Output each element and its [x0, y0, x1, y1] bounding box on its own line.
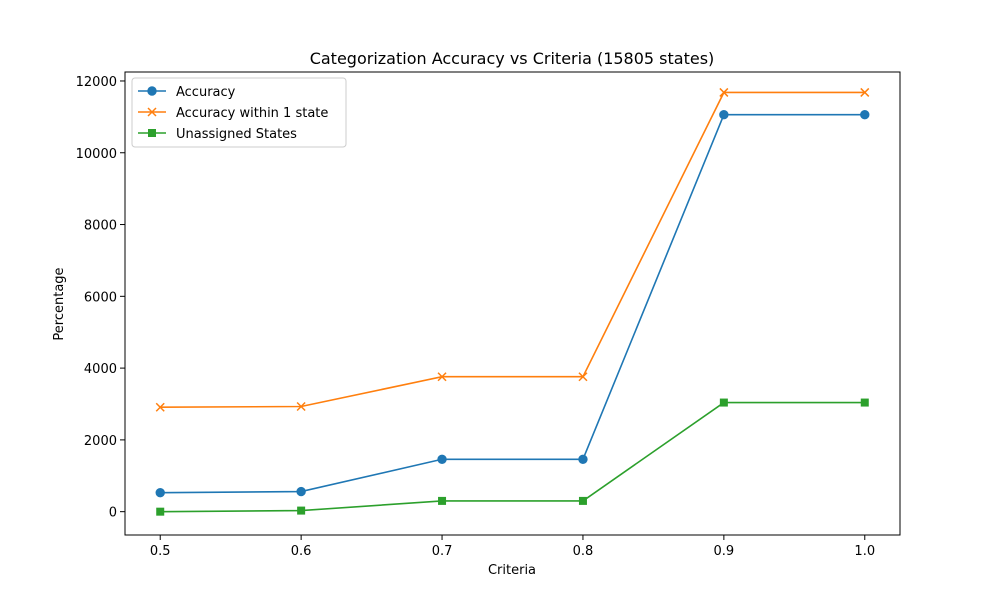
series-line-accuracy — [160, 113, 865, 494]
x-tick-label: 0.6 — [291, 544, 312, 559]
data-point-accuracy-within-1-state — [155, 402, 165, 412]
legend-marker — [147, 86, 157, 96]
x-tick-label: 0.7 — [432, 544, 453, 559]
legend-label: Unassigned States — [176, 127, 297, 142]
y-axis-label: Percentage — [52, 267, 67, 340]
x-tick-label: 0.5 — [150, 544, 171, 559]
data-point-unassigned-states — [438, 496, 447, 505]
data-point-unassigned-states — [578, 496, 587, 505]
plot-frame — [124, 71, 901, 536]
y-tick-label: 4000 — [84, 362, 117, 377]
x-tick-label: 0.8 — [573, 544, 594, 559]
x-tick-label: 1.0 — [854, 544, 875, 559]
series-layer — [155, 87, 870, 516]
data-point-unassigned-states — [860, 398, 869, 407]
legend-marker — [147, 107, 157, 117]
series-line-unassigned-states — [160, 401, 865, 513]
y-tick-label: 6000 — [84, 290, 117, 305]
legend-item-accuracy-within-1-state: Accuracy within 1 state — [138, 106, 328, 121]
data-point-accuracy — [719, 110, 729, 120]
y-axis-ticks: 0 2000 4000 6000 8000 10000 12000 — [76, 75, 125, 521]
data-point-accuracy-within-1-state — [719, 87, 729, 97]
legend-box — [131, 77, 347, 148]
data-point-accuracy-within-1-state — [578, 372, 588, 382]
data-point-unassigned-states — [156, 507, 165, 516]
data-point-accuracy-within-1-state — [437, 372, 447, 382]
y-tick-label: 12000 — [76, 75, 117, 90]
legend-item-unassigned-states: Unassigned States — [138, 127, 297, 142]
chart-title: Categorization Accuracy vs Criteria (158… — [310, 49, 715, 68]
y-tick-label: 2000 — [84, 434, 117, 449]
data-point-accuracy-within-1-state — [860, 87, 870, 97]
data-point-accuracy — [578, 454, 588, 464]
y-tick-label: 8000 — [84, 219, 117, 234]
data-point-accuracy — [860, 110, 870, 120]
data-point-accuracy-within-1-state — [296, 401, 306, 412]
data-point-accuracy — [437, 454, 447, 464]
data-point-accuracy — [296, 486, 306, 497]
x-axis-ticks: 0.5 0.6 0.7 0.8 0.9 1.0 — [150, 535, 875, 559]
series-accuracy — [155, 110, 870, 498]
y-tick-label: 10000 — [76, 147, 117, 162]
legend-label: Accuracy — [176, 85, 236, 100]
legend: Accuracy Accuracy within 1 state Unassigne… — [131, 77, 347, 148]
y-tick-label: 0 — [109, 506, 117, 521]
legend-label: Accuracy within 1 state — [176, 106, 328, 121]
data-point-unassigned-states — [719, 398, 728, 407]
legend-marker — [148, 129, 156, 137]
x-tick-label: 0.9 — [714, 544, 735, 559]
series-line-accuracy-within-1-state — [160, 91, 865, 409]
legend-item-accuracy: Accuracy — [138, 85, 236, 100]
series-unassigned-states — [156, 398, 869, 516]
data-point-accuracy — [155, 487, 165, 498]
series-accuracy-within-1-state — [155, 87, 870, 412]
x-axis-label: Criteria — [488, 563, 536, 578]
legend-items: Accuracy Accuracy within 1 state Unassigne… — [138, 85, 328, 142]
data-point-unassigned-states — [297, 506, 306, 515]
